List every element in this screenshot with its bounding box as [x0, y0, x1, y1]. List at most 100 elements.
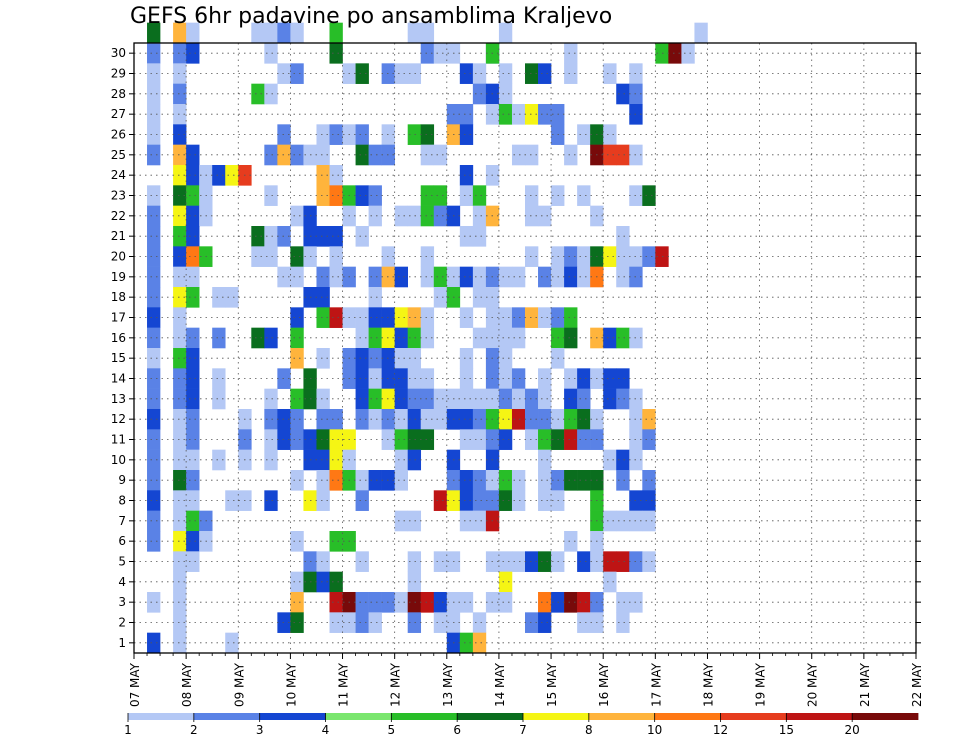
heatmap-cell	[173, 510, 187, 532]
heatmap-cell	[459, 429, 474, 450]
heatmap-cell	[511, 490, 526, 511]
heatmap-cell	[472, 490, 487, 511]
heatmap-cell	[420, 409, 435, 430]
heatmap-cell	[616, 551, 630, 572]
heatmap-cell	[290, 327, 304, 349]
heatmap-cell	[316, 124, 330, 145]
heatmap-cell	[173, 287, 187, 308]
heatmap-cell	[511, 144, 526, 166]
heatmap-cell	[668, 43, 682, 64]
heatmap-cell	[433, 551, 448, 572]
y-tick-label: 27	[111, 107, 126, 121]
heatmap-cell	[498, 307, 513, 328]
heatmap-cell	[603, 63, 617, 84]
heatmap-cell	[355, 612, 369, 633]
heatmap-cell	[577, 592, 591, 613]
y-tick-label: 30	[111, 46, 126, 60]
colorbar-swatch	[720, 713, 787, 720]
heatmap-cell	[420, 429, 435, 450]
heatmap-cell	[173, 205, 187, 227]
heatmap-cell	[603, 246, 617, 267]
heatmap-cell	[173, 327, 187, 349]
heatmap-cell	[290, 63, 304, 84]
heatmap-cell	[511, 368, 526, 389]
heatmap-cell	[459, 510, 474, 532]
heatmap-cell	[355, 144, 369, 166]
heatmap-cell	[472, 388, 487, 410]
heatmap-cell	[407, 429, 422, 450]
heatmap-cell	[511, 104, 526, 125]
heatmap-cell	[264, 43, 278, 64]
heatmap-cell	[538, 449, 552, 471]
heatmap-cell	[186, 327, 200, 349]
heatmap-cell	[173, 592, 187, 613]
heatmap-cell	[407, 22, 422, 44]
heatmap-cell	[316, 388, 330, 410]
heatmap-cell	[498, 551, 513, 572]
y-tick-label: 14	[111, 372, 126, 386]
heatmap-cell	[264, 327, 278, 349]
heatmap-cell	[472, 83, 487, 105]
heatmap-cell	[173, 226, 187, 247]
heatmap-cell	[420, 22, 435, 44]
heatmap-cell	[355, 551, 369, 572]
heatmap-cell	[329, 185, 343, 206]
heatmap-cell	[290, 348, 304, 369]
heatmap-cell	[173, 571, 187, 593]
heatmap-cell	[147, 510, 161, 532]
colorbar-swatch	[588, 713, 656, 720]
x-tick-label: 13 MAY	[441, 662, 455, 707]
heatmap-cell	[264, 429, 278, 450]
heatmap-cell	[329, 429, 343, 450]
heatmap-cell	[186, 226, 200, 247]
heatmap-cell	[564, 470, 578, 491]
heatmap-cell	[186, 205, 200, 227]
heatmap-cell	[251, 226, 265, 247]
heatmap-cell	[264, 449, 278, 471]
heatmap-cell	[225, 490, 239, 511]
heatmap-cell	[147, 531, 161, 552]
heatmap-cell	[264, 409, 278, 430]
heatmap-cell	[603, 388, 617, 410]
heatmap-cell	[603, 368, 617, 389]
heatmap-cell	[420, 144, 435, 166]
y-tick-label: 9	[118, 473, 126, 487]
heatmap-cell	[564, 43, 578, 64]
heatmap-cell	[147, 592, 161, 613]
heatmap-cell	[459, 307, 474, 328]
y-tick-label: 7	[118, 514, 126, 528]
heatmap-cell	[603, 124, 617, 145]
heatmap-cell	[277, 368, 291, 389]
heatmap-cell	[525, 104, 539, 125]
y-tick-label: 10	[111, 453, 126, 467]
colorbar-label: 6	[453, 723, 461, 737]
heatmap-cell	[433, 205, 448, 227]
heatmap-cell	[329, 124, 343, 145]
heatmap-cell	[394, 348, 408, 369]
heatmap-cell	[290, 307, 304, 328]
heatmap-cell	[407, 388, 422, 410]
heatmap-cell	[316, 144, 330, 166]
heatmap-cell	[173, 409, 187, 430]
heatmap-cell	[147, 63, 161, 84]
heatmap-cell	[616, 246, 630, 267]
heatmap-cell	[355, 307, 369, 328]
heatmap-cell	[186, 22, 200, 44]
y-tick-label: 5	[118, 555, 126, 569]
heatmap-cell	[277, 429, 291, 450]
heatmap-cell	[433, 185, 448, 206]
heatmap-cell	[290, 571, 304, 593]
heatmap-cell	[147, 409, 161, 430]
heatmap-cell	[316, 287, 330, 308]
heatmap-cell	[329, 592, 343, 613]
x-tick-label: 07 MAY	[128, 662, 142, 707]
heatmap-cell	[329, 571, 343, 593]
heatmap-cell	[212, 449, 226, 471]
colorbar-label: 10	[647, 723, 662, 737]
heatmap-cell	[655, 43, 669, 64]
heatmap-cell	[316, 490, 330, 511]
heatmap-cell	[420, 266, 435, 288]
heatmap-cell	[459, 368, 474, 389]
heatmap-cell	[173, 470, 187, 491]
heatmap-cell	[616, 226, 630, 247]
